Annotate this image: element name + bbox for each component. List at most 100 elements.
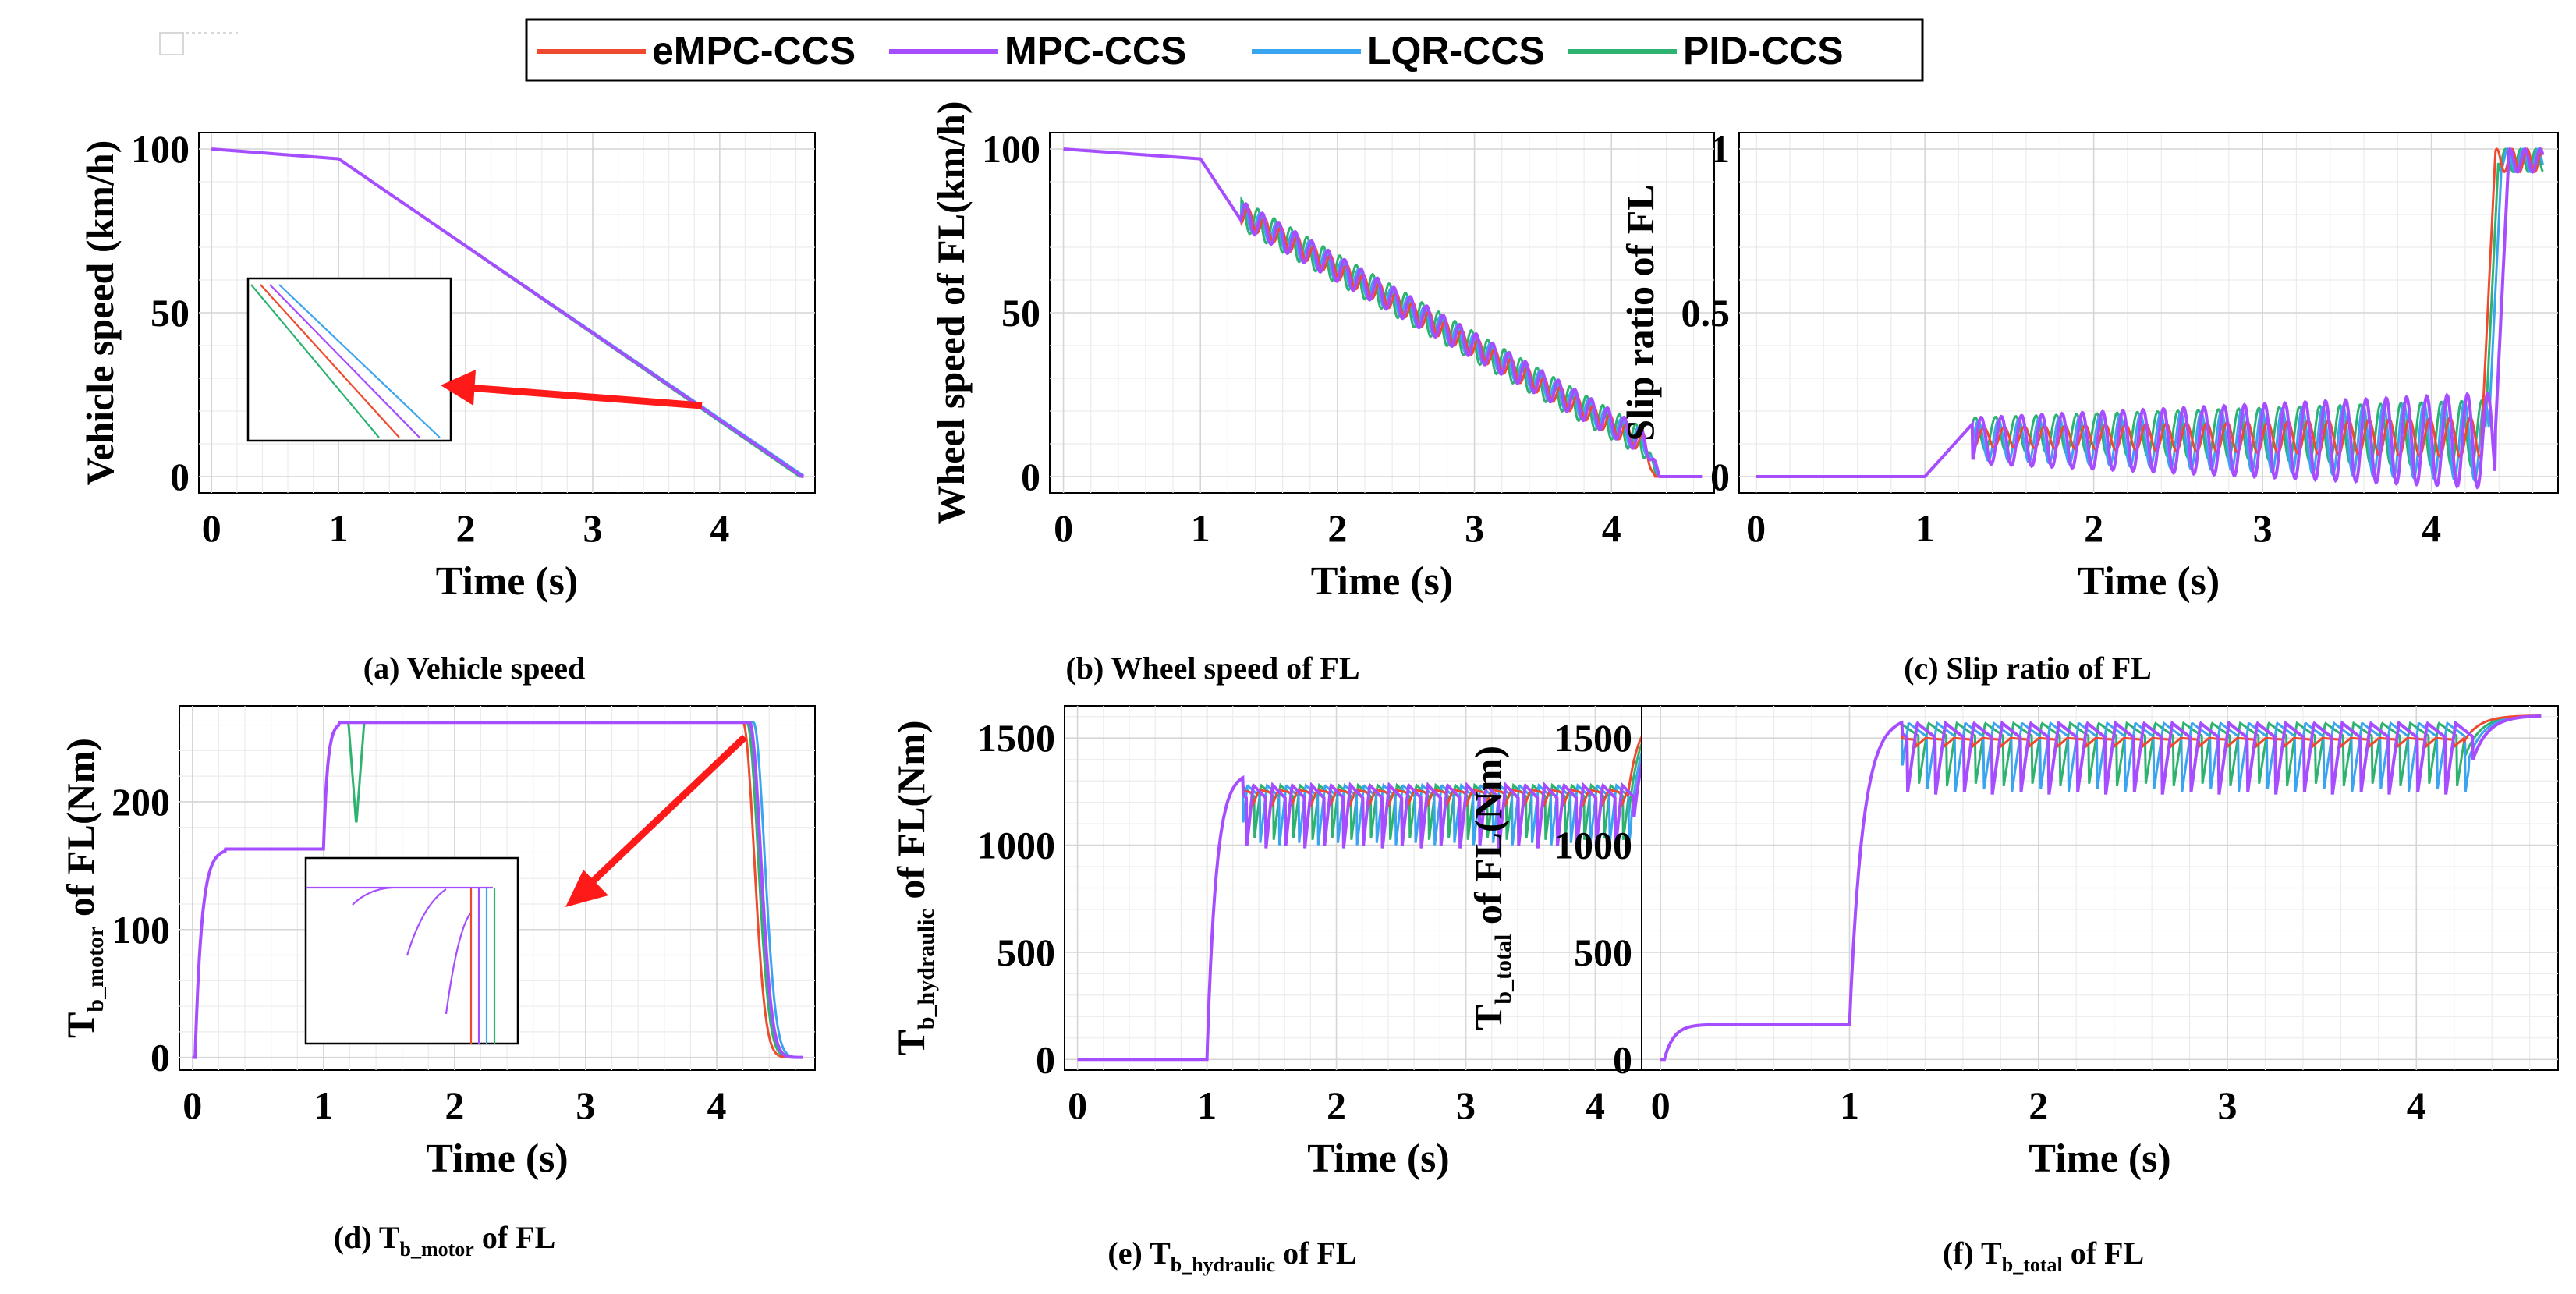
- legend-label-mpc-ccs: MPC-CCS: [1005, 29, 1186, 73]
- grid-f: [1642, 706, 2558, 1070]
- inset-line: [278, 284, 441, 438]
- x-tick-label: 0: [202, 506, 221, 550]
- y-axis-label: Tb_hydraulic of FL(Nm): [889, 720, 939, 1055]
- y-tick-label: 1000: [1554, 824, 1632, 867]
- x-tick-label: 2: [456, 506, 476, 550]
- legend-label-pid-ccs: PID-CCS: [1683, 29, 1844, 73]
- x-axis-label: Time (s): [2078, 559, 2220, 604]
- x-tick-label: 0: [182, 1083, 202, 1127]
- panel-b: 0 1 2 3 4 0 50 100 Time (s) Wheel speed of FL(km/…: [929, 101, 1715, 686]
- x-tick-label: 3: [1456, 1083, 1476, 1127]
- series-line-mpc-ccs: [192, 721, 803, 1059]
- x-tick-label: 0: [1054, 506, 1073, 550]
- corner-mark: [159, 32, 238, 55]
- x-tick-label: 3: [2218, 1083, 2238, 1127]
- zoom-arrowhead-d: [565, 870, 608, 907]
- legend-label-lqr-ccs: LQR-CCS: [1367, 29, 1545, 73]
- panel-caption: (c) Slip ratio of FL: [1904, 651, 2152, 686]
- x-tick-label: 3: [583, 506, 602, 550]
- x-tick-label: 1: [329, 506, 349, 550]
- y-tick-label: 50: [151, 291, 190, 335]
- y-tick-label: 100: [982, 127, 1040, 171]
- inset-line: [250, 284, 380, 438]
- x-tick-label: 1: [314, 1083, 333, 1127]
- legend-label-empc-ccs: eMPC-CCS: [652, 29, 856, 73]
- x-tick-label: 0: [1651, 1083, 1671, 1127]
- zoom-arrow-d: [590, 734, 748, 885]
- x-tick-label: 2: [1327, 506, 1347, 550]
- y-tick-label: 500: [1574, 931, 1632, 974]
- y-tick-label: 50: [1001, 291, 1040, 335]
- series-line-mpc-ccs: [1077, 714, 1681, 1062]
- panel-caption: (b) Wheel speed of FL: [1065, 651, 1359, 686]
- y-tick-label: 0: [1036, 1037, 1055, 1081]
- x-tick-label: 4: [2407, 1083, 2426, 1127]
- y-tick-label: 0: [1710, 455, 1730, 498]
- y-axis-label: Slip ratio of FL: [1618, 184, 1662, 441]
- x-tick-label: 0: [1746, 506, 1766, 550]
- y-tick-label: 0: [170, 455, 190, 498]
- x-tick-label: 3: [2253, 506, 2273, 550]
- y-axis-label: Wheel speed of FL(km/h): [929, 101, 973, 524]
- x-tick-label: 1: [1191, 506, 1210, 550]
- x-tick-label: 4: [1602, 506, 1621, 550]
- x-tick-label: 4: [707, 1083, 726, 1127]
- x-tick-label: 4: [710, 506, 729, 550]
- y-tick-label: 100: [131, 127, 190, 171]
- x-tick-label: 2: [2029, 1083, 2048, 1127]
- x-tick-label: 2: [2084, 506, 2103, 550]
- y-axis-label: Vehicle speed (km/h): [78, 140, 122, 486]
- series-line-mpc-ccs: [1660, 714, 2542, 1062]
- zoom-inset-d: [304, 856, 519, 1045]
- x-tick-label: 4: [1586, 1083, 1605, 1127]
- legend-box: [525, 18, 1924, 82]
- inset-line: [352, 886, 392, 906]
- panel-caption: (a) Vehicle speed: [363, 651, 585, 686]
- x-tick-label: 1: [1197, 1083, 1217, 1127]
- y-tick-label: 1500: [977, 716, 1055, 760]
- x-axis-label: Time (s): [426, 1136, 568, 1181]
- x-axis-label: Time (s): [436, 559, 578, 604]
- series-line-mpc-ccs: [1063, 147, 1703, 478]
- x-tick-label: 0: [1068, 1083, 1087, 1127]
- panel-caption: (d) Tb_motor of FL: [334, 1220, 556, 1260]
- panel-a: 0 1 2 3 4 0 50 100 Time (s) Vehicle speed (km/h) (…: [78, 127, 816, 686]
- panel-caption: (e) Tb_hydraulic of FL: [1107, 1236, 1356, 1276]
- x-tick-label: 2: [1327, 1083, 1346, 1127]
- y-tick-label: 0: [1021, 455, 1040, 498]
- y-tick-label: 100: [112, 908, 170, 952]
- y-tick-label: 200: [112, 780, 170, 824]
- inset-line: [260, 284, 400, 438]
- legend: eMPC-CCS MPC-CCS LQR-CCS PID-CCS: [525, 18, 1924, 82]
- panel-d: 0 1 2 3 4 0 100 200 Time (s) Tb_motor of FL(Nm) (d…: [58, 705, 816, 1260]
- x-axis-label: Time (s): [1307, 1136, 1449, 1181]
- series-line-mpc-ccs: [1756, 147, 2545, 490]
- y-tick-label: 0: [151, 1036, 170, 1080]
- y-tick-label: 1500: [1554, 716, 1632, 760]
- inset-line: [269, 284, 420, 438]
- y-tick-label: 0.5: [1681, 291, 1731, 335]
- x-tick-label: 3: [1465, 506, 1484, 550]
- y-tick-label: 1000: [977, 824, 1055, 867]
- x-tick-label: 1: [1840, 1083, 1859, 1127]
- panel-caption: (f) Tb_total of FL: [1943, 1236, 2144, 1276]
- y-tick-label: 0: [1613, 1037, 1632, 1081]
- y-axis-label: Tb_total of FL(Nm): [1466, 746, 1516, 1030]
- x-tick-label: 3: [576, 1083, 595, 1127]
- inset-line: [445, 912, 472, 1015]
- x-tick-label: 1: [1915, 506, 1935, 550]
- x-axis-label: Time (s): [2029, 1136, 2170, 1181]
- y-tick-label: 1: [1710, 127, 1730, 171]
- corner-mark-box: [159, 32, 184, 55]
- zoom-arrowhead-a: [441, 370, 476, 406]
- zoom-arrow-a: [467, 384, 703, 409]
- inset-line: [406, 888, 447, 956]
- x-axis-label: Time (s): [1311, 559, 1453, 604]
- zoom-inset-a: [246, 277, 452, 442]
- panel-c: 0 1 2 3 4 0 0.5 1 Time (s) Slip ratio of FL (c) Sl…: [1618, 127, 2559, 686]
- x-tick-label: 4: [2422, 506, 2441, 550]
